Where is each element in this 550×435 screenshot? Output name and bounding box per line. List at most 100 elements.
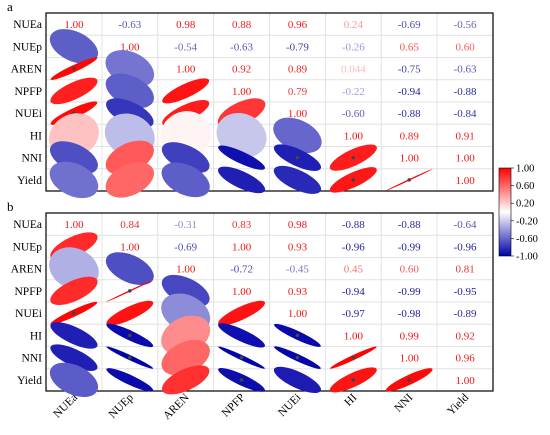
correlation-value: -0.60 (342, 108, 365, 120)
correlation-value: 0.45 (344, 264, 364, 276)
significance-marker (351, 155, 356, 160)
significance-marker (295, 333, 300, 338)
correlation-value: 0.89 (288, 64, 308, 76)
significance-marker (239, 378, 244, 382)
correlation-value: 1.00 (400, 353, 420, 365)
significance-marker (407, 178, 411, 182)
correlation-value: -0.45 (286, 264, 309, 276)
correlation-value: 0.99 (400, 330, 420, 342)
y-axis-label: NPFP (15, 286, 43, 298)
correlation-value: -0.88 (398, 108, 421, 120)
colorbar-tick-label: 0.60 (516, 181, 534, 192)
correlation-ellipse (273, 165, 322, 194)
correlation-value: -0.63 (118, 19, 141, 31)
correlation-ellipse (218, 323, 265, 348)
correlation-value: -0.84 (454, 108, 477, 120)
correlation-value: 0.93 (288, 286, 308, 298)
x-axis-label: NUEi (276, 392, 303, 419)
panel-label: a (7, 0, 13, 14)
correlation-value: -0.88 (342, 219, 365, 231)
correlation-value: -0.69 (174, 241, 197, 253)
correlation-ellipse (273, 366, 321, 393)
correlation-ellipse (106, 368, 154, 392)
correlation-value: 1.00 (64, 219, 84, 231)
correlation-value: 0.60 (455, 41, 475, 53)
colorbar-tick-label: -0.20 (516, 216, 538, 227)
correlation-value: 0.24 (344, 19, 364, 31)
colorbar-tick-label: 1.00 (516, 164, 534, 175)
correlation-ellipse (273, 117, 322, 154)
significance-marker (351, 178, 356, 182)
y-axis-label: NUEi (15, 308, 42, 320)
correlation-value: -0.89 (454, 308, 477, 320)
correlation-ellipse (49, 29, 99, 64)
correlation-ellipse (162, 78, 210, 104)
correlation-value: -0.22 (342, 86, 365, 98)
correlation-value: 1.00 (288, 308, 308, 320)
y-axis-label: NNI (22, 153, 43, 165)
correlation-value: 0.81 (455, 264, 474, 276)
significance-marker (351, 378, 356, 382)
correlation-value: 0.83 (232, 219, 252, 231)
correlation-value: 0.044 (341, 64, 366, 76)
correlation-value: -0.72 (230, 264, 253, 276)
correlation-value: -0.96 (342, 241, 365, 253)
x-axis-label: AREN (161, 391, 192, 422)
y-axis-label: NUEp (13, 241, 43, 253)
correlation-value: -0.98 (398, 308, 421, 320)
panel-b: b NUEa NUEp AREN NPFP NUEi HI NNI Yield 1.00 0.84 -… (7, 199, 494, 398)
colorbar-tick-label: -1.00 (516, 252, 538, 263)
panel-frame (45, 12, 494, 192)
correlation-value: 0.79 (288, 86, 308, 98)
correlation-value: 1.00 (455, 175, 475, 187)
correlation-value: -0.88 (454, 86, 477, 98)
y-axis-label: NUEp (13, 41, 43, 53)
correlation-value: -0.94 (398, 86, 421, 98)
correlation-value: -0.64 (454, 219, 477, 231)
significance-marker (128, 355, 132, 360)
y-axis-label: HI (30, 130, 42, 142)
panel-label: b (7, 199, 14, 214)
correlation-ellipse (49, 161, 99, 199)
correlation-value: -0.26 (342, 41, 365, 53)
correlation-value: 0.98 (288, 219, 308, 231)
correlation-ellipse (50, 322, 98, 349)
correlation-value: 0.92 (455, 330, 474, 342)
significance-marker (72, 66, 76, 71)
y-axis-label: NUEi (15, 108, 42, 120)
panel-frame (45, 212, 494, 392)
correlation-value: -0.79 (286, 41, 309, 53)
correlation-ellipse (161, 162, 210, 198)
correlation-value: 0.98 (176, 19, 196, 31)
correlation-value: 1.00 (120, 241, 140, 253)
correlation-value: 0.96 (288, 19, 308, 31)
correlation-ellipse (218, 145, 265, 170)
correlation-ellipse (106, 300, 154, 326)
correlation-value: 1.00 (344, 330, 364, 342)
correlation-value: -0.75 (398, 64, 421, 76)
correlation-ellipse (49, 362, 99, 398)
correlation-value: 1.00 (232, 286, 252, 298)
colorbar-tick-label: 0.20 (516, 199, 534, 210)
correlation-value: -0.63 (230, 41, 253, 53)
x-axis-label: NUEa (51, 392, 80, 421)
correlation-value: -0.69 (398, 19, 421, 31)
correlation-value: -0.88 (398, 219, 421, 231)
correlation-value: 1.00 (232, 86, 252, 98)
correlation-ellipse (161, 365, 210, 395)
x-axis-labels: NUEa NUEp AREN NPFP NUEi HI NNI Yield (51, 391, 471, 422)
correlation-value: 1.00 (344, 130, 364, 142)
correlation-ellipse (105, 252, 154, 286)
correlation-value: -0.96 (454, 241, 477, 253)
significance-marker (72, 311, 76, 315)
correlation-ellipse (217, 166, 266, 194)
y-axis-label: AREN (11, 264, 43, 276)
colorbar-tick-label: -0.60 (516, 234, 538, 245)
correlation-ellipse (216, 113, 267, 158)
correlation-ellipse (105, 162, 155, 198)
y-axis-label: Yield (17, 375, 42, 387)
correlation-value: -0.63 (454, 64, 477, 76)
x-axis-label: HI (342, 392, 359, 409)
